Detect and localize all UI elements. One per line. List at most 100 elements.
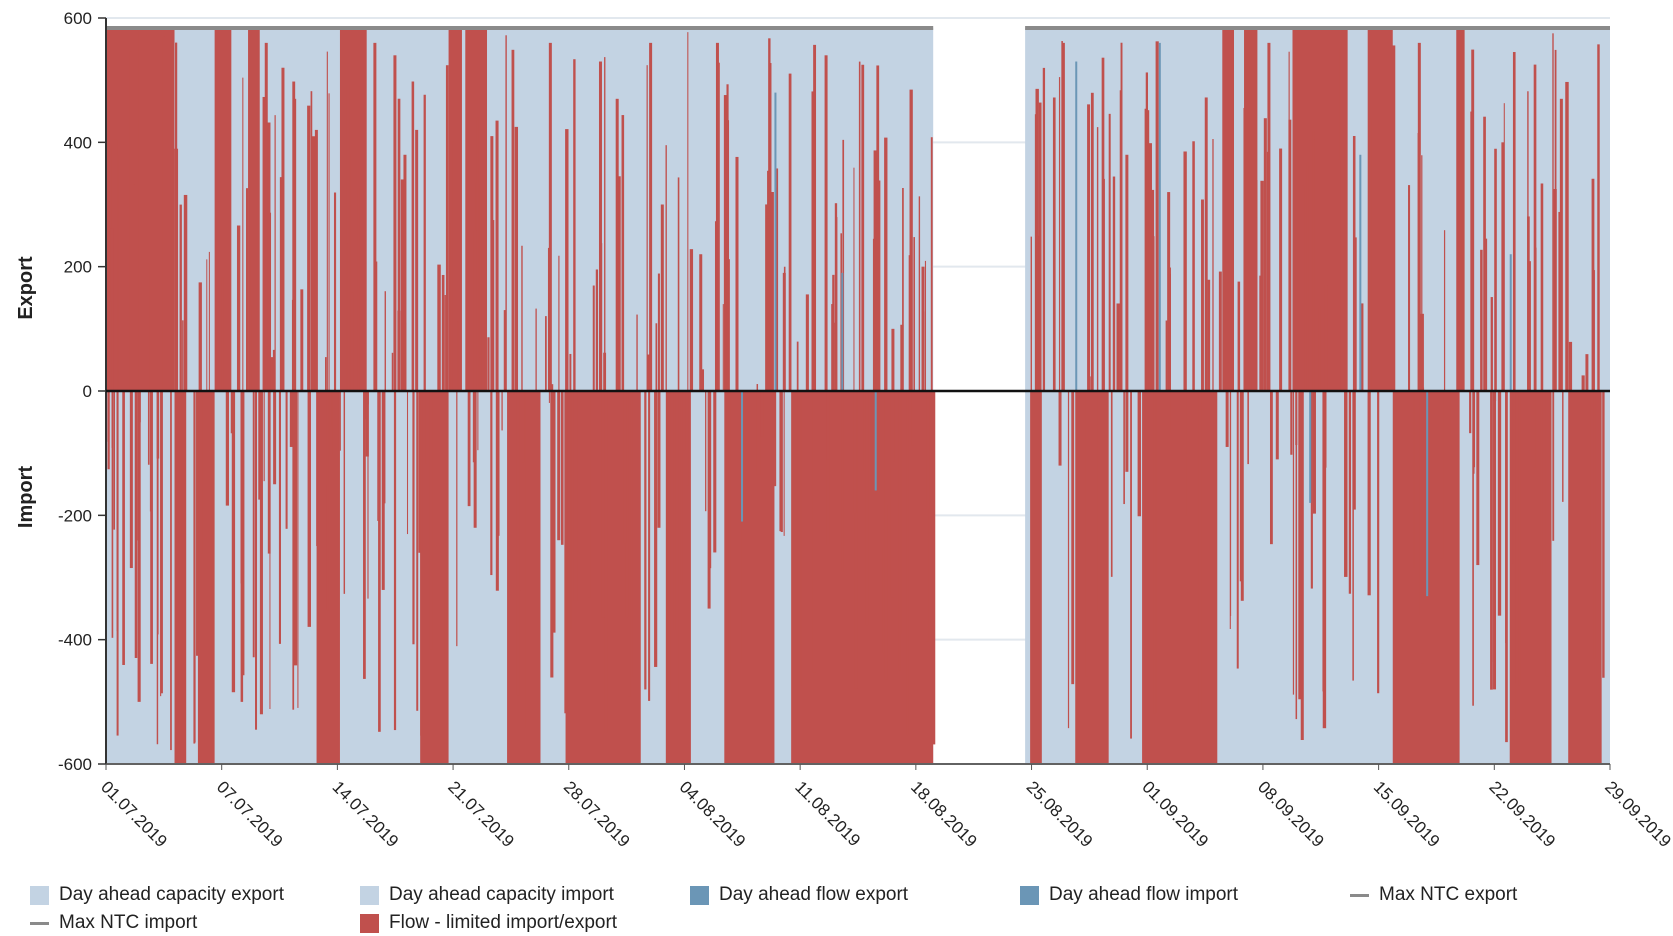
flow-spike: [137, 391, 141, 541]
flow-spike: [769, 312, 771, 391]
flow-spike: [932, 391, 936, 745]
flow-spike: [267, 122, 271, 391]
flow-spike: [826, 391, 830, 460]
flow-spike: [715, 42, 719, 391]
flow-spike: [595, 269, 599, 391]
flow-spike: [1318, 306, 1321, 391]
flow-spike: [535, 308, 537, 391]
flow-spike: [1170, 391, 1173, 434]
y-tick-label: 0: [83, 382, 92, 401]
flow-spike: [689, 249, 694, 391]
flow-spike: [926, 391, 930, 510]
flow-spike: [310, 91, 313, 392]
flow-spike: [365, 391, 367, 420]
flow-spike: [655, 323, 658, 391]
flow-spike: [110, 228, 114, 391]
flow-spike: [1344, 391, 1348, 577]
flow-spike: [326, 391, 328, 486]
flow-spike: [1085, 391, 1089, 677]
day-ahead-flow-spike: [1075, 61, 1078, 392]
flow-spike: [1515, 391, 1519, 683]
flow-spike: [918, 196, 921, 391]
flow-spike: [771, 369, 774, 391]
flow-spike: [854, 391, 858, 689]
flow-spike: [516, 391, 520, 696]
flow-spike: [876, 65, 880, 391]
legend-item: Max NTC import: [30, 912, 197, 934]
x-tick-label: 14.07.2019: [329, 777, 403, 851]
flow-spike: [615, 98, 619, 392]
flow-spike: [648, 391, 651, 701]
flow-import-band: [197, 391, 215, 764]
x-tick-label: 08.09.2019: [1254, 777, 1328, 851]
flow-spike: [297, 391, 299, 708]
day-ahead-flow-spike: [774, 92, 777, 391]
flow-spike: [1201, 199, 1204, 391]
flow-spike: [667, 391, 671, 691]
flow-spike: [1480, 249, 1483, 391]
flow-spike: [393, 55, 397, 392]
flow-spike: [805, 294, 809, 391]
flow-spike: [673, 391, 676, 631]
flow-spike: [756, 391, 761, 475]
x-tick-label: 29.09.2019: [1601, 777, 1673, 851]
flow-spike: [545, 316, 547, 391]
flow-spike: [425, 391, 427, 464]
flow-spike: [1425, 391, 1427, 525]
flow-spike: [890, 391, 894, 598]
flow-spike: [111, 391, 114, 638]
flow-spike: [289, 391, 293, 447]
flow-spike: [270, 212, 272, 391]
flow-spike: [1295, 90, 1298, 392]
flow-spike: [824, 55, 828, 392]
flow-spike: [346, 243, 348, 391]
flow-spike: [884, 391, 888, 680]
flow-spike: [728, 391, 731, 682]
flow-spike: [122, 391, 125, 665]
flow-spike: [1153, 391, 1155, 714]
flow-spike: [1493, 391, 1497, 690]
flow-spike: [1472, 391, 1474, 706]
flow-spike: [181, 391, 183, 743]
flow-spike: [1581, 375, 1585, 391]
legend: Day ahead capacity export Day ahead capac…: [30, 884, 1650, 934]
flow-spike: [278, 391, 281, 644]
flow-spike: [291, 299, 294, 391]
flow-spike: [1108, 113, 1111, 391]
flow-spike: [1377, 391, 1380, 694]
flow-import-band: [174, 391, 187, 764]
flow-spike: [133, 184, 135, 391]
flow-spike: [565, 129, 569, 391]
flow-spike: [1344, 144, 1347, 391]
flow-spike: [1548, 391, 1550, 463]
flow-spike: [913, 237, 915, 391]
flow-spike: [1236, 391, 1239, 669]
flow-spike: [240, 391, 244, 702]
flow-spike: [1392, 45, 1396, 391]
flow-spike: [1116, 303, 1120, 391]
flow-spike: [726, 120, 730, 392]
flow-spike: [878, 180, 881, 391]
flow-spike: [780, 391, 783, 533]
flow-spike: [487, 337, 490, 391]
flow-spike: [429, 391, 433, 650]
flow-export-band: [248, 27, 260, 392]
legend-swatch: [360, 913, 379, 933]
flow-spike: [699, 254, 703, 391]
flow-spike: [1469, 391, 1472, 434]
flow-spike: [160, 391, 163, 694]
flow-spike: [156, 391, 159, 745]
flow-spike: [1565, 81, 1569, 392]
flow-spike: [1058, 391, 1062, 466]
x-tick-label: 01.07.2019: [97, 777, 171, 851]
flow-spike: [1396, 391, 1401, 731]
flow-spike: [1223, 264, 1227, 391]
flow-spike: [604, 391, 608, 733]
flow-spike: [811, 91, 815, 391]
flow-spike: [636, 314, 638, 391]
flow-spike: [547, 247, 550, 391]
flow-spike: [1490, 297, 1493, 391]
flow-spike: [1443, 230, 1446, 391]
flow-spike: [632, 391, 635, 677]
